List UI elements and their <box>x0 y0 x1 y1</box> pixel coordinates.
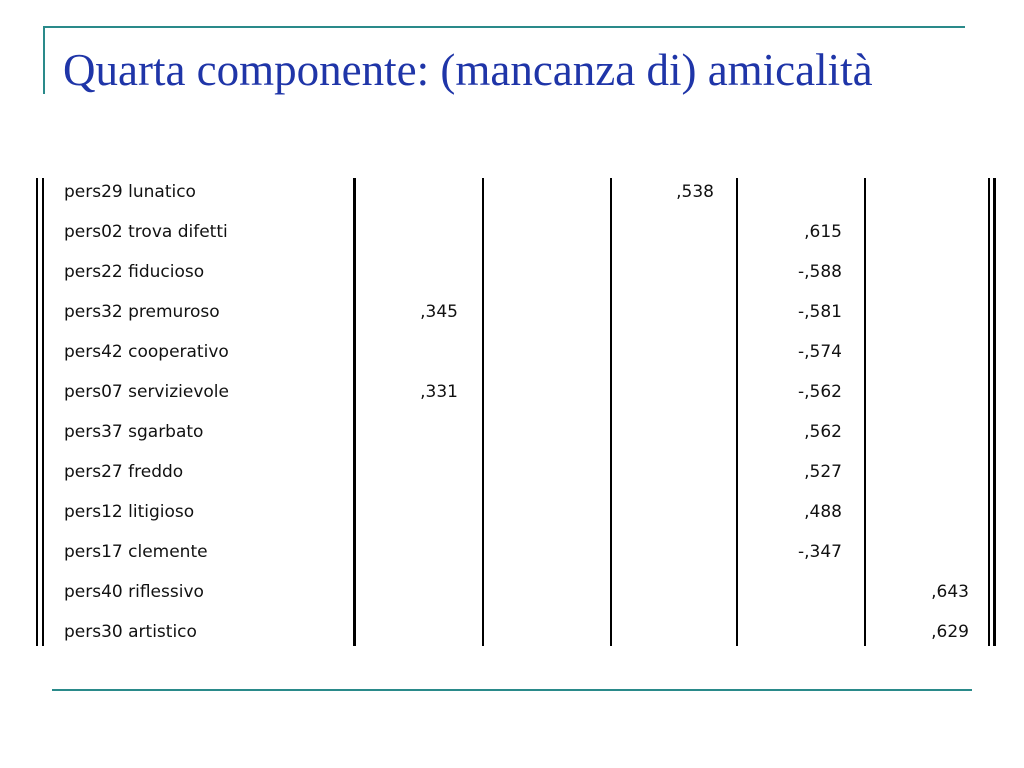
table-row: pers29 lunatico ,538 <box>36 178 999 218</box>
table-divider-label <box>353 178 356 646</box>
loading-value-c4: ,562 <box>804 422 842 442</box>
table-divider-col1 <box>482 178 484 646</box>
table-row: pers37 sgarbato ,562 <box>36 418 999 458</box>
table-right-double-border-outer <box>993 178 996 646</box>
row-label: pers37 sgarbato <box>64 422 204 442</box>
loading-value-c4: -,562 <box>798 382 842 402</box>
loadings-table: pers29 lunatico ,538 pers02 trova difetti,… <box>36 178 999 646</box>
row-label: pers30 artistico <box>64 622 197 642</box>
table-row: pers27 freddo ,527 <box>36 458 999 498</box>
row-label: pers29 lunatico <box>64 182 196 202</box>
row-label: pers27 freddo <box>64 462 184 482</box>
accent-top-rule <box>43 26 965 28</box>
table-right-double-border-inner <box>988 178 990 646</box>
accent-bottom-rule <box>52 689 972 691</box>
loading-value-c4: -,347 <box>798 542 842 562</box>
row-label: pers42 cooperativo <box>64 342 229 362</box>
accent-vertical-line <box>43 26 45 94</box>
loading-value-c5: ,643 <box>931 582 969 602</box>
table-left-double-border-inner <box>42 178 44 646</box>
row-label: pers02 trova difetti <box>64 222 228 242</box>
table-row: pers22 fiducioso -,588 <box>36 258 999 298</box>
loading-value-c4: -,588 <box>798 262 842 282</box>
table-row: pers12 litigioso ,488 <box>36 498 999 538</box>
loading-value-c1: ,345 <box>420 302 458 322</box>
loading-value-c4: -,581 <box>798 302 842 322</box>
row-label: pers07 servizievole <box>64 382 229 402</box>
table-row: pers07 servizievole ,331 -,562 <box>36 378 999 418</box>
table-divider-col2 <box>610 178 612 646</box>
row-label: pers12 litigioso <box>64 502 195 522</box>
row-label: pers17 clemente <box>64 542 208 562</box>
row-label: pers32 premuroso <box>64 302 220 322</box>
table-row: pers42 cooperativo -,574 <box>36 338 999 378</box>
slide-title: Quarta componente: (mancanza di) amicali… <box>63 45 873 95</box>
loading-value-c4: -,574 <box>798 342 842 362</box>
row-label: pers22 fiducioso <box>64 262 205 282</box>
loading-value-c4: ,527 <box>804 462 842 482</box>
table-row: pers30 artistico ,629 <box>36 618 999 646</box>
table-row: pers17 clemente -,347 <box>36 538 999 578</box>
row-label: pers40 riflessivo <box>64 582 204 602</box>
table-row: pers40 riflessivo ,643 <box>36 578 999 618</box>
table-row: pers02 trova difetti ,615 <box>36 218 999 258</box>
loading-value-c1: ,331 <box>420 382 458 402</box>
table-left-double-border-outer <box>36 178 38 646</box>
table-divider-col4 <box>864 178 866 646</box>
table-row: pers32 premuroso ,345 -,581 <box>36 298 999 338</box>
loading-value-c4: ,488 <box>804 502 842 522</box>
table-divider-col3 <box>736 178 738 646</box>
loading-value-c3: ,538 <box>676 182 714 202</box>
loading-value-c4: ,615 <box>804 222 842 242</box>
loading-value-c5: ,629 <box>931 622 969 642</box>
